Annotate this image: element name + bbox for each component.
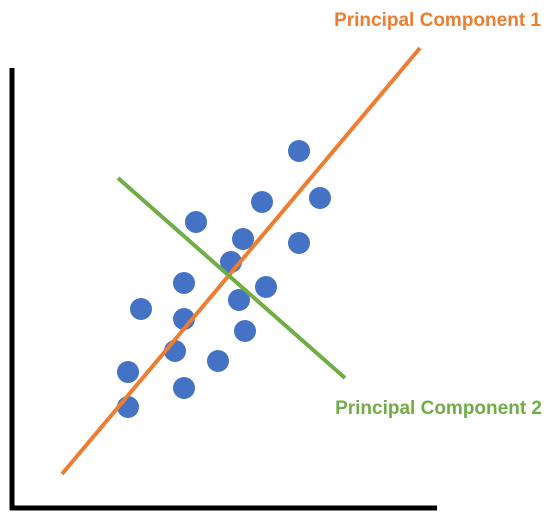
data-point [207,350,229,372]
data-point [173,272,195,294]
data-point [173,377,195,399]
data-point [309,187,331,209]
data-point [228,289,250,311]
component-1-label: Principal Component 1 [334,10,541,31]
data-point [251,191,273,213]
data-point [130,298,152,320]
data-point [232,228,254,250]
data-point [288,232,310,254]
data-point [185,211,207,233]
data-point [288,140,310,162]
component-2-line [116,176,347,380]
data-point [234,320,256,342]
data-point [255,276,277,298]
component-1-line [60,46,422,476]
component-2-label: Principal Component 2 [335,398,542,419]
data-point [117,361,139,383]
